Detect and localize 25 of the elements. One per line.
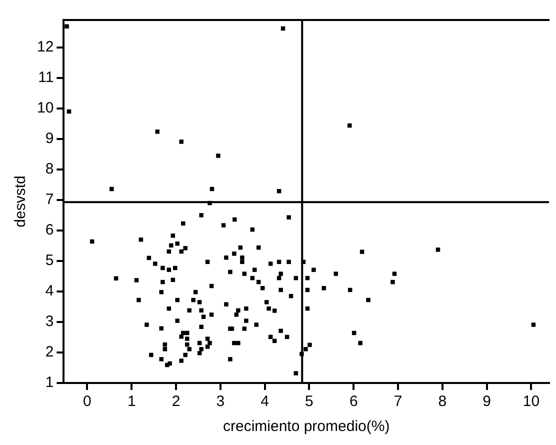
y-tick-label: 10 xyxy=(36,100,54,117)
y-tick-label: 1 xyxy=(45,374,54,392)
x-tick-label: 7 xyxy=(394,393,402,410)
x-axis-title: crecimiento promedio(%) xyxy=(222,418,390,436)
x-tick-label: 2 xyxy=(172,393,180,410)
y-tick-label: 5 xyxy=(45,252,54,270)
y-tick-label: 8 xyxy=(45,160,54,178)
x-tick-label: 8 xyxy=(438,393,447,410)
y-tick-label: 11 xyxy=(38,69,54,86)
x-tick-label: 4 xyxy=(260,393,269,410)
x-tick-label: 1 xyxy=(127,393,136,410)
y-tick-label: 2 xyxy=(45,344,54,361)
x-tick-label: 9 xyxy=(482,393,492,410)
x-tick-label: 6 xyxy=(349,393,358,410)
y-tick-label: 7 xyxy=(45,191,54,208)
x-tick-label: 5 xyxy=(305,393,314,410)
y-tick-label: 4 xyxy=(45,282,54,300)
x-tick-label: 10 xyxy=(522,393,540,410)
y-axis-title: desvstd xyxy=(12,176,30,228)
x-tick-label: 0 xyxy=(83,393,92,410)
y-tick-label: 3 xyxy=(45,313,54,330)
y-tick-label: 9 xyxy=(45,130,54,148)
y-tick-label: 12 xyxy=(36,38,54,56)
x-tick-label: 3 xyxy=(216,393,225,410)
y-tick-label: 6 xyxy=(45,222,54,239)
